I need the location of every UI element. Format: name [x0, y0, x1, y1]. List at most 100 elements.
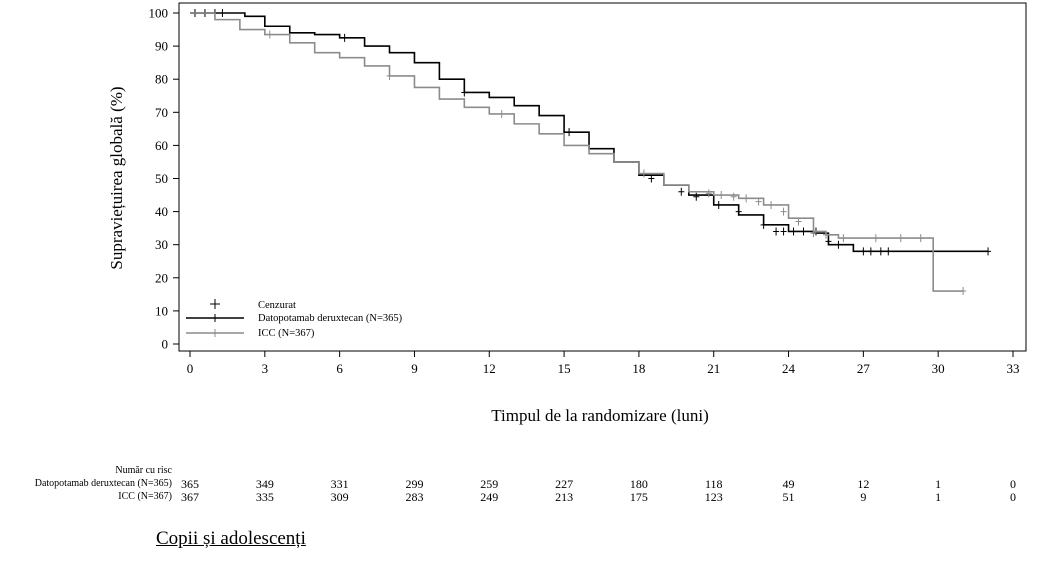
- y-tick-label: 90: [155, 39, 168, 54]
- x-tick-label: 3: [262, 361, 269, 376]
- at-risk-cell: 118: [704, 477, 723, 491]
- y-tick-label: 70: [155, 105, 168, 120]
- at-risk-cell: 49: [782, 477, 795, 491]
- censor-mark: [498, 109, 505, 118]
- censor-mark: [266, 30, 273, 39]
- censor-mark: [743, 194, 750, 203]
- series-line-0: [190, 12, 989, 253]
- censor-mark: [795, 217, 802, 226]
- legend-label-1: ICC (N=367): [258, 328, 315, 339]
- plot-frame: [178, 2, 1027, 352]
- censor-mark: [860, 247, 867, 256]
- at-risk-cell: 283: [405, 490, 424, 504]
- censor-mark: [917, 234, 924, 243]
- chart-axes: 0 10 20 30 40 50 60 70 80 90 100 0 3 6 9 12 15 18 21 24 27 30…: [149, 2, 1027, 376]
- censor-mark: [341, 33, 348, 42]
- at-risk-cell: 213: [555, 490, 574, 504]
- y-tick-label: 20: [155, 270, 168, 285]
- censor-mark: [800, 227, 807, 236]
- x-tick-label: 21: [707, 361, 720, 376]
- censor-mark: [718, 191, 725, 200]
- censor-mark: [872, 234, 879, 243]
- legend-censor-symbol: [210, 299, 220, 309]
- at-risk-cell: 123: [704, 490, 723, 504]
- censor-mark: [780, 227, 787, 236]
- censor-mark: [897, 234, 904, 243]
- y-tick-label: 60: [155, 138, 168, 153]
- at-risk-header: Număr cu risc: [115, 465, 172, 476]
- x-tick-label: 0: [187, 361, 194, 376]
- censor-mark: [640, 169, 647, 178]
- at-risk-cell: 335: [255, 490, 274, 504]
- at-risk-cell: 365: [181, 477, 199, 491]
- x-tick-label: 30: [932, 361, 945, 376]
- censor-mark: [693, 192, 700, 201]
- section-heading: Copii și adolescenți: [156, 528, 306, 549]
- censor-mark: [985, 247, 992, 256]
- at-risk-row-label: ICC (N=367): [118, 491, 172, 502]
- censor-mark: [386, 71, 393, 80]
- censor-mark: [835, 240, 842, 249]
- censor-mark: [825, 237, 832, 246]
- at-risk-cell: 349: [255, 477, 274, 491]
- y-tick-label: 50: [155, 171, 168, 186]
- y-tick-label: 80: [155, 72, 168, 87]
- censor-mark: [760, 220, 767, 229]
- x-tick-label: 15: [558, 361, 571, 376]
- censor-mark: [773, 227, 780, 236]
- censor-mark: [960, 287, 967, 296]
- censor-mark: [648, 174, 655, 183]
- x-tick-label: 24: [782, 361, 796, 376]
- at-risk-cell: 227: [555, 477, 574, 491]
- x-tick-label: 27: [857, 361, 871, 376]
- at-risk-cell: 331: [330, 477, 349, 491]
- series-group-1: [190, 12, 967, 296]
- at-risk-cell: 0: [1010, 477, 1016, 491]
- censor-mark: [566, 128, 573, 137]
- censor-mark: [822, 230, 829, 239]
- at-risk-row: Datopotamab deruxtecan (N=365) 365 349 331 2…: [0, 477, 1038, 491]
- censor-mark: [790, 227, 797, 236]
- censor-mark: [678, 187, 685, 196]
- at-risk-cell: 1: [935, 490, 942, 504]
- censor-mark: [867, 247, 874, 256]
- legend-censor-label: Cenzurat: [258, 300, 296, 311]
- x-tick-label: 6: [336, 361, 343, 376]
- censor-mark: [735, 207, 742, 216]
- at-risk-cell: 12: [857, 477, 870, 491]
- censor-mark: [219, 9, 226, 17]
- censor-mark: [715, 200, 722, 209]
- censor-mark: [730, 192, 737, 201]
- censor-mark: [780, 207, 787, 216]
- x-tick-label: 18: [632, 361, 645, 376]
- x-tick-label: 33: [1007, 361, 1020, 376]
- censor-mark: [877, 247, 884, 256]
- at-risk-row: ICC (N=367) 367 335 309 283 249 213 175 123 51 9 1 0: [0, 490, 1038, 504]
- y-tick-label: 40: [155, 204, 168, 219]
- chart-legend: Cenzurat Datopotamab deruxtecan (N=365) IC…: [186, 299, 403, 339]
- at-risk-cell: 249: [480, 490, 499, 504]
- censor-mark: [705, 189, 712, 198]
- x-tick-label: 12: [483, 361, 496, 376]
- y-tick-label: 0: [162, 337, 169, 352]
- at-risk-cell: 180: [629, 477, 648, 491]
- y-tick-label: 10: [155, 303, 168, 318]
- at-risk-cell: 1: [935, 477, 942, 491]
- series-group-0: [190, 9, 992, 256]
- y-tick-label: 100: [149, 6, 169, 21]
- y-axis-label: Supraviețuirea globală (%): [107, 86, 126, 269]
- censor-mark: [768, 200, 775, 209]
- at-risk-cell: 259: [480, 477, 499, 491]
- at-risk-cell: 309: [330, 490, 349, 504]
- at-risk-row-label: Datopotamab deruxtecan (N=365): [34, 478, 172, 489]
- at-risk-cell: 0: [1010, 490, 1016, 504]
- censor-mark: [461, 88, 468, 97]
- at-risk-cell: 51: [782, 490, 795, 504]
- x-axis-label: Timpul de la randomizare (luni): [491, 406, 709, 425]
- at-risk-cell: 9: [860, 490, 867, 504]
- at-risk-cell: 299: [405, 477, 424, 491]
- censor-mark: [885, 247, 892, 256]
- censor-mark: [755, 197, 762, 206]
